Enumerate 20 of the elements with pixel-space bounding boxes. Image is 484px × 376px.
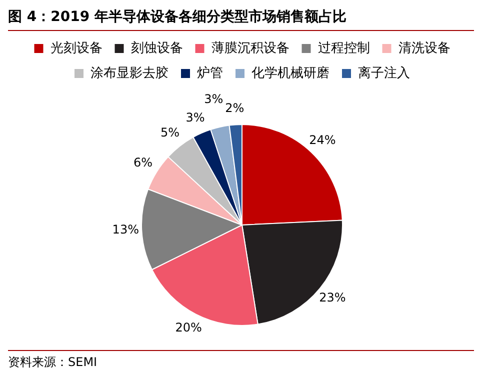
legend-label: 光刻设备: [50, 40, 102, 56]
data-label: 23%: [319, 290, 346, 305]
legend-label: 炉管: [197, 65, 223, 80]
legend-label: 刻蚀设备: [130, 40, 183, 56]
data-label: 6%: [133, 156, 153, 170]
data-label: 2%: [225, 100, 244, 115]
data-label: 13%: [112, 222, 139, 237]
data-label: 5%: [160, 126, 180, 140]
data-label: 3%: [186, 110, 205, 124]
legend-label: 化学机械研磨: [252, 65, 330, 80]
text: 资料来源：SEMI: [8, 350, 474, 371]
legend-label: 涂布显影去胶: [90, 65, 168, 80]
legend-label: 离子注入: [358, 65, 410, 80]
data-label: 24%: [309, 132, 336, 147]
legend-label: 清洗设备: [398, 40, 450, 56]
legend-label: 薄膜沉积设备: [211, 40, 290, 56]
data-label: 20%: [175, 320, 202, 335]
legend-label: 过程控制: [318, 40, 370, 56]
data-label: 3%: [204, 92, 224, 106]
chart-title: 图 4：2019 年半导体设备各细分类型市场销售额占比: [8, 8, 474, 31]
